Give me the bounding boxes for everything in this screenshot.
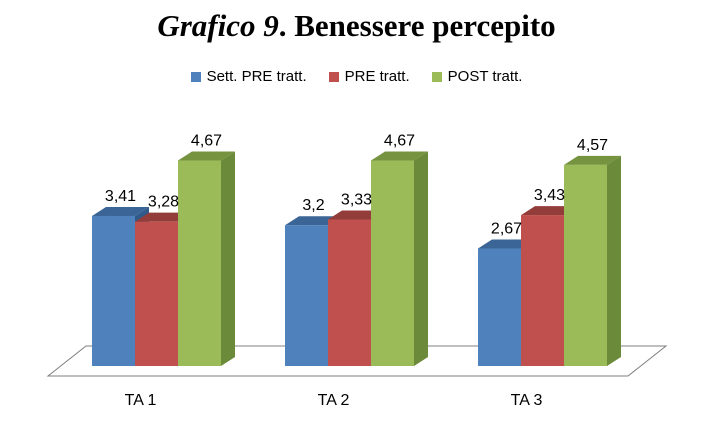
bar-top: [478, 239, 535, 249]
legend-label-post: POST tratt.: [447, 68, 523, 85]
bar-side: [221, 151, 235, 366]
bar-top: [178, 151, 235, 161]
legend: Sett. PRE tratt. PRE tratt. POST tratt.: [0, 68, 713, 85]
category-label: TA 2: [318, 392, 350, 409]
bar-top: [564, 155, 621, 165]
legend-label-pre: PRE tratt.: [344, 68, 410, 85]
data-label: 2,67: [491, 221, 522, 238]
bar: [178, 160, 221, 366]
bar-side: [607, 155, 621, 366]
bar: [328, 219, 371, 366]
data-label: 4,67: [384, 133, 415, 150]
data-label: 4,57: [577, 137, 608, 154]
data-label: 3,41: [105, 188, 136, 205]
chart-title: Grafico 9. Benessere percepito: [0, 8, 713, 44]
bar-top: [92, 206, 149, 216]
data-label: 3,33: [341, 191, 372, 208]
category-label: TA 1: [125, 392, 157, 409]
data-label: 3,2: [302, 197, 324, 214]
data-label: 3,43: [534, 187, 565, 204]
legend-swatch-sett-pre: [190, 71, 201, 82]
bar: [478, 248, 521, 366]
bar: [135, 221, 178, 366]
bar-top: [328, 210, 385, 220]
legend-item-post: POST tratt.: [431, 68, 523, 85]
bar-side: [414, 151, 428, 366]
legend-swatch-pre: [328, 71, 339, 82]
legend-item-sett-pre: Sett. PRE tratt.: [190, 68, 307, 85]
legend-label-sett-pre: Sett. PRE tratt.: [206, 68, 307, 85]
bar: [371, 160, 414, 366]
bar-top: [371, 151, 428, 161]
bar: [285, 225, 328, 366]
data-label: 4,67: [191, 133, 222, 150]
chart-title-rest: . Benessere percepito: [278, 8, 556, 43]
legend-swatch-post: [431, 71, 442, 82]
bar-top: [285, 216, 342, 226]
bar-top: [135, 212, 192, 222]
legend-item-pre: PRE tratt.: [328, 68, 410, 85]
category-label: TA 3: [511, 392, 543, 409]
bar: [521, 215, 564, 366]
bar: [564, 164, 607, 366]
data-label: 3,28: [148, 194, 179, 211]
bar-top: [521, 206, 578, 216]
chart-title-lead: Grafico 9: [157, 8, 279, 43]
bar: [92, 215, 135, 366]
